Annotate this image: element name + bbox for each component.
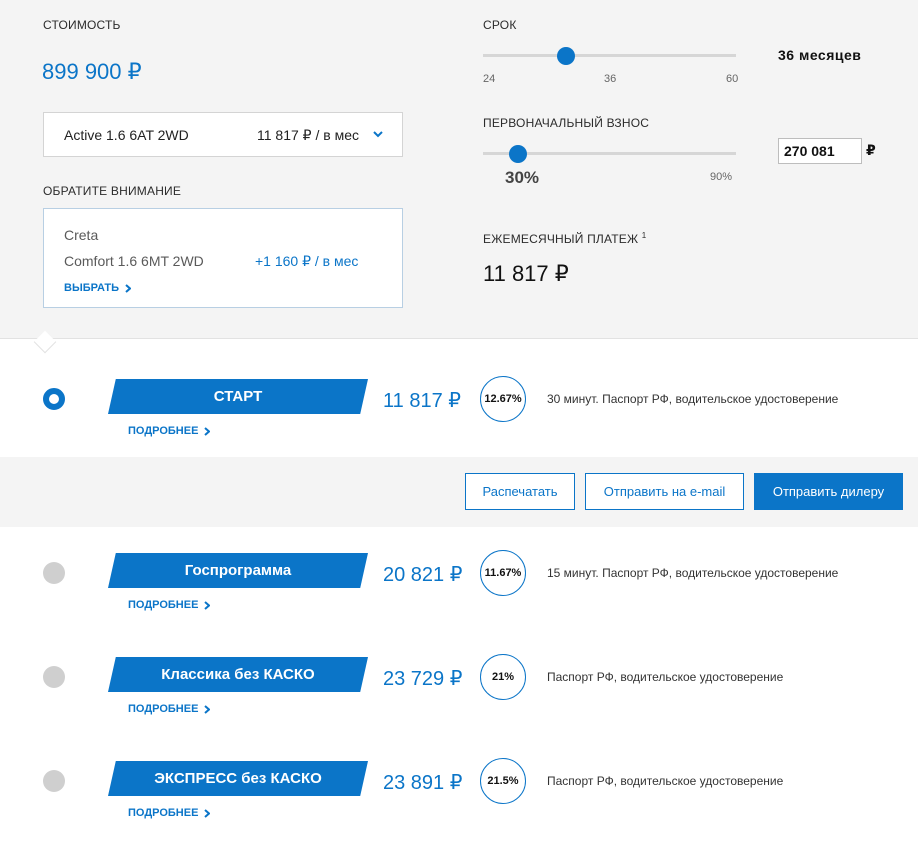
car-price: 899 900 ₽	[42, 59, 142, 84]
program-title[interactable]: ЭКСПРЕСС без КАСКО	[108, 761, 368, 796]
program-description: Паспорт РФ, водительское удостоверение	[547, 774, 784, 788]
program-details-link[interactable]: ПОДРОБНЕЕ	[128, 425, 211, 437]
trim-name: Active 1.6 6AT 2WD	[64, 127, 189, 143]
details-label: ПОДРОБНЕЕ	[128, 599, 199, 611]
program-details-link[interactable]: ПОДРОБНЕЕ	[128, 599, 211, 611]
program-description: 30 минут. Паспорт РФ, водительское удост…	[547, 392, 839, 406]
trim-select[interactable]: Active 1.6 6AT 2WD 11 817 ₽ / в мес	[43, 112, 403, 157]
down-payment-slider-track[interactable]	[483, 152, 736, 155]
program-details-link[interactable]: ПОДРОБНЕЕ	[128, 807, 211, 819]
notice-label: ОБРАТИТЕ ВНИМАНИЕ	[43, 184, 182, 198]
details-label: ПОДРОБНЕЕ	[128, 425, 199, 437]
alt-model: Creta	[64, 227, 99, 243]
term-value: 36 месяцев	[778, 47, 862, 63]
program-title[interactable]: СТАРТ	[108, 379, 368, 414]
program-radio[interactable]	[43, 770, 65, 792]
term-min: 24	[483, 73, 496, 85]
program-payment: 11 817 ₽	[383, 390, 461, 412]
program-row: Классика без КАСКО ПОДРОБНЕЕ 23 729 ₽ 21…	[0, 627, 918, 727]
program-row: Госпрограмма ПОДРОБНЕЕ 20 821 ₽ 11.67% 1…	[0, 523, 918, 623]
term-mid: 36	[604, 73, 617, 85]
print-button[interactable]: Распечатать	[465, 473, 575, 510]
calculator-panel: СТОИМОСТЬ 899 900 ₽ Active 1.6 6AT 2WD 1…	[0, 0, 918, 339]
term-slider-track[interactable]	[483, 54, 736, 57]
choose-label: ВЫБРАТЬ	[64, 282, 120, 294]
program-description: Паспорт РФ, водительское удостоверение	[547, 670, 784, 684]
program-row: СТАРТ ПОДРОБНЕЕ 11 817 ₽ 12.67% 30 минут…	[0, 349, 918, 449]
program-radio[interactable]	[43, 666, 65, 688]
program-radio[interactable]	[43, 562, 65, 584]
program-payment: 23 891 ₽	[383, 772, 463, 794]
program-description: 15 минут. Паспорт РФ, водительское удост…	[547, 566, 839, 580]
down-payment-max: 90%	[710, 171, 733, 183]
alt-config: Comfort 1.6 6MT 2WD	[64, 253, 204, 269]
currency-symbol: ₽	[866, 142, 876, 158]
program-radio-selected[interactable]	[43, 388, 65, 410]
choose-alt-link[interactable]: ВЫБРАТЬ	[64, 282, 132, 294]
chevron-right-icon	[204, 704, 211, 714]
monthly-label-text: ЕЖЕМЕСЯЧНЫЙ ПЛАТЕЖ	[483, 232, 639, 246]
monthly-payment-value: 11 817 ₽	[483, 261, 569, 286]
chevron-right-icon	[204, 808, 211, 818]
down-payment-percent: 30%	[505, 168, 540, 187]
down-payment-label: ПЕРВОНАЧАЛЬНЫЙ ВЗНОС	[483, 116, 650, 130]
send-dealer-button[interactable]: Отправить дилеру	[754, 473, 903, 510]
send-email-button[interactable]: Отправить на e-mail	[585, 473, 744, 510]
term-max: 60	[726, 73, 739, 85]
chevron-down-icon	[373, 131, 383, 138]
program-rate-badge: 12.67%	[480, 376, 526, 422]
details-label: ПОДРОБНЕЕ	[128, 807, 199, 819]
term-slider-thumb[interactable]	[557, 47, 576, 65]
chevron-right-icon	[125, 283, 132, 293]
program-title[interactable]: Классика без КАСКО	[108, 657, 368, 692]
term-label: СРОК	[483, 18, 517, 32]
program-title[interactable]: Госпрограмма	[108, 553, 368, 588]
program-rate-badge: 11.67%	[480, 550, 526, 596]
trim-payment: 11 817 ₽ / в мес	[257, 127, 359, 143]
down-payment-input[interactable]	[778, 138, 862, 164]
monthly-label: ЕЖЕМЕСЯЧНЫЙ ПЛАТЕЖ 1	[483, 231, 646, 246]
program-payment: 20 821 ₽	[383, 564, 463, 586]
alt-price-delta: +1 160 ₽ / в мес	[255, 253, 359, 269]
details-label: ПОДРОБНЕЕ	[128, 703, 199, 715]
chevron-right-icon	[204, 426, 211, 436]
alternative-offer-card: Creta Comfort 1.6 6MT 2WD +1 160 ₽ / в м…	[43, 208, 403, 308]
program-rate-badge: 21.5%	[480, 758, 526, 804]
program-payment: 23 729 ₽	[383, 668, 463, 690]
program-row: ЭКСПРЕСС без КАСКО ПОДРОБНЕЕ 23 891 ₽ 21…	[0, 731, 918, 831]
down-payment-slider-thumb[interactable]	[509, 145, 528, 163]
actions-bar: Распечатать Отправить на e-mail Отправит…	[0, 457, 918, 527]
footnote-mark: 1	[641, 231, 647, 240]
program-details-link[interactable]: ПОДРОБНЕЕ	[128, 703, 211, 715]
chevron-right-icon	[204, 600, 211, 610]
program-rate-badge: 21%	[480, 654, 526, 700]
cost-label: СТОИМОСТЬ	[43, 18, 121, 32]
